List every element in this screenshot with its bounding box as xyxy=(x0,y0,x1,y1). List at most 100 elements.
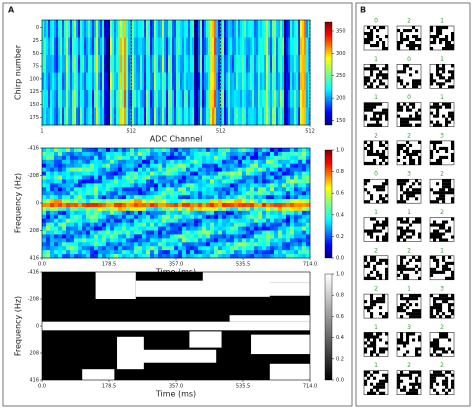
image-cell xyxy=(206,155,211,161)
image-cell xyxy=(254,148,259,153)
image-cell xyxy=(230,222,235,227)
sample-image xyxy=(396,293,422,319)
image-cell xyxy=(136,55,139,73)
sample-pixel xyxy=(364,373,368,377)
sample-pixel xyxy=(409,158,413,162)
image-cell xyxy=(170,20,173,38)
sample-image xyxy=(429,25,455,51)
image-cell xyxy=(286,167,291,172)
image-cell xyxy=(302,90,305,108)
image-cell xyxy=(190,159,195,165)
image-cell xyxy=(270,107,273,126)
image-cell xyxy=(238,218,243,223)
image-cell xyxy=(186,163,191,168)
image-cell xyxy=(50,175,55,180)
sample-pixel xyxy=(400,105,404,109)
image-cell xyxy=(158,90,161,108)
image-cell xyxy=(274,171,279,176)
image-cell xyxy=(94,37,97,56)
image-cell xyxy=(146,199,151,204)
image-cell xyxy=(66,171,71,176)
image-cell xyxy=(102,148,107,153)
image-cell xyxy=(78,20,81,38)
image-cell xyxy=(258,242,263,247)
image-cell xyxy=(134,254,139,259)
image-cell xyxy=(70,230,75,235)
image-cell xyxy=(110,163,115,168)
image-cell xyxy=(82,238,87,243)
image-cell xyxy=(290,151,295,157)
sample-pixel xyxy=(430,155,434,159)
image-cell xyxy=(102,246,107,251)
image-cell xyxy=(138,179,143,184)
sample-pixel xyxy=(442,26,446,30)
image-cell xyxy=(102,90,105,108)
sample-pixel xyxy=(376,35,380,39)
image-cell xyxy=(302,250,307,255)
image-cell xyxy=(250,226,255,231)
image-cell xyxy=(82,148,87,153)
image-cell xyxy=(178,210,183,216)
sample-pixel xyxy=(412,47,416,51)
image-cell xyxy=(238,179,243,184)
image-cell xyxy=(114,155,119,161)
image-cell xyxy=(242,234,247,239)
image-cell xyxy=(162,107,165,126)
image-cell xyxy=(50,183,55,188)
image-cell xyxy=(256,107,259,126)
sample-pixel xyxy=(436,373,440,377)
image-cell xyxy=(60,20,63,38)
image-cell xyxy=(174,171,179,176)
image-cell xyxy=(274,183,279,188)
image-cell xyxy=(252,107,255,126)
sample-pixel xyxy=(436,111,440,115)
sample-pixel xyxy=(415,70,419,74)
image-cell xyxy=(244,72,247,91)
image-cell xyxy=(162,90,165,108)
image-cell xyxy=(238,37,241,56)
image-cell xyxy=(120,20,123,38)
sample-label: 2 xyxy=(407,132,411,139)
image-cell xyxy=(102,230,107,235)
image-cell xyxy=(226,214,231,220)
sample-pixel xyxy=(403,120,407,124)
image-cell xyxy=(174,234,179,239)
sample-pixel xyxy=(448,261,452,265)
sample-pixel xyxy=(415,152,419,156)
colorbar-tick-label: 0.8 xyxy=(336,293,344,299)
image-cell xyxy=(194,179,199,184)
image-cell xyxy=(292,37,295,56)
image-cell xyxy=(262,72,265,91)
image-cell xyxy=(186,199,191,204)
image-cell xyxy=(126,148,131,153)
image-cell xyxy=(138,250,143,255)
image-cell xyxy=(66,206,71,212)
image-cell xyxy=(50,195,55,200)
image-cell xyxy=(114,218,119,223)
image-cell xyxy=(90,107,93,126)
image-cell xyxy=(182,183,187,188)
image-cell xyxy=(298,238,303,243)
sample-pixel xyxy=(445,182,449,186)
image-cell xyxy=(166,37,169,56)
image-cell xyxy=(122,246,127,251)
image-cell xyxy=(154,90,157,108)
sample-pixel xyxy=(367,161,371,165)
image-cell xyxy=(106,163,111,168)
image-cell xyxy=(266,199,271,204)
image-cell xyxy=(54,179,59,184)
image-cell xyxy=(106,155,111,161)
image-cell xyxy=(90,246,95,251)
image-cell xyxy=(132,20,135,38)
image-cell xyxy=(170,90,173,108)
image-cell xyxy=(284,90,287,108)
image-cell xyxy=(306,37,309,56)
image-cell xyxy=(54,155,59,161)
image-cell xyxy=(150,246,155,251)
image-cell xyxy=(214,159,219,165)
image-cell xyxy=(68,55,71,73)
image-cell xyxy=(114,222,119,227)
image-cell xyxy=(130,203,135,208)
image-cell xyxy=(292,55,295,73)
image-cell xyxy=(306,218,311,223)
